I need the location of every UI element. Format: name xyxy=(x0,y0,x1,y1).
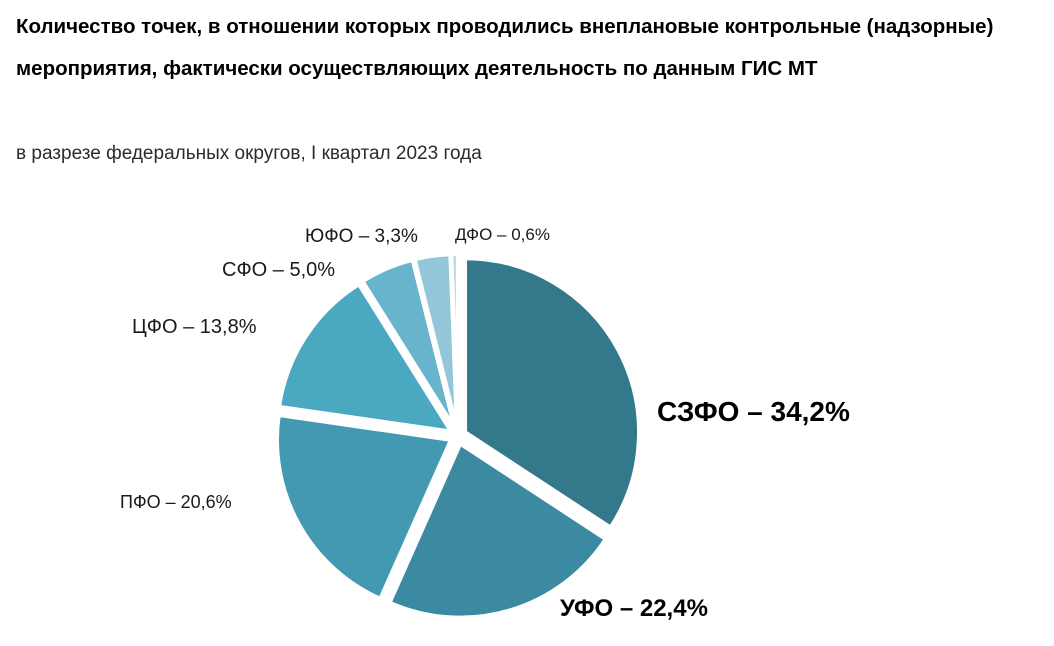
slice-label-4: ЦФО – 13,8% xyxy=(132,316,257,338)
pie-slice-5 xyxy=(360,257,457,431)
pie-slice-7 xyxy=(449,252,460,431)
pie-slice-1 xyxy=(463,256,641,530)
pie-slice-4 xyxy=(277,282,454,434)
slice-label-7: ДФО – 0,6% xyxy=(455,225,550,244)
slice-label-1: СЗФО – 34,2% xyxy=(657,396,850,427)
chart-subtitle: в разрезе федеральных округов, I квартал… xyxy=(16,143,482,164)
slice-label-2: УФО – 22,4% xyxy=(560,595,708,622)
chart-title: Количество точек, в отношении которых пр… xyxy=(16,15,994,80)
slice-label-3: ПФО – 20,6% xyxy=(120,492,232,512)
pie-slice-2 xyxy=(387,441,608,620)
pie-slice-3 xyxy=(275,413,453,601)
slice-label-5: СФО – 5,0% xyxy=(222,259,335,281)
slice-label-6: ЮФО – 3,3% xyxy=(305,226,418,247)
